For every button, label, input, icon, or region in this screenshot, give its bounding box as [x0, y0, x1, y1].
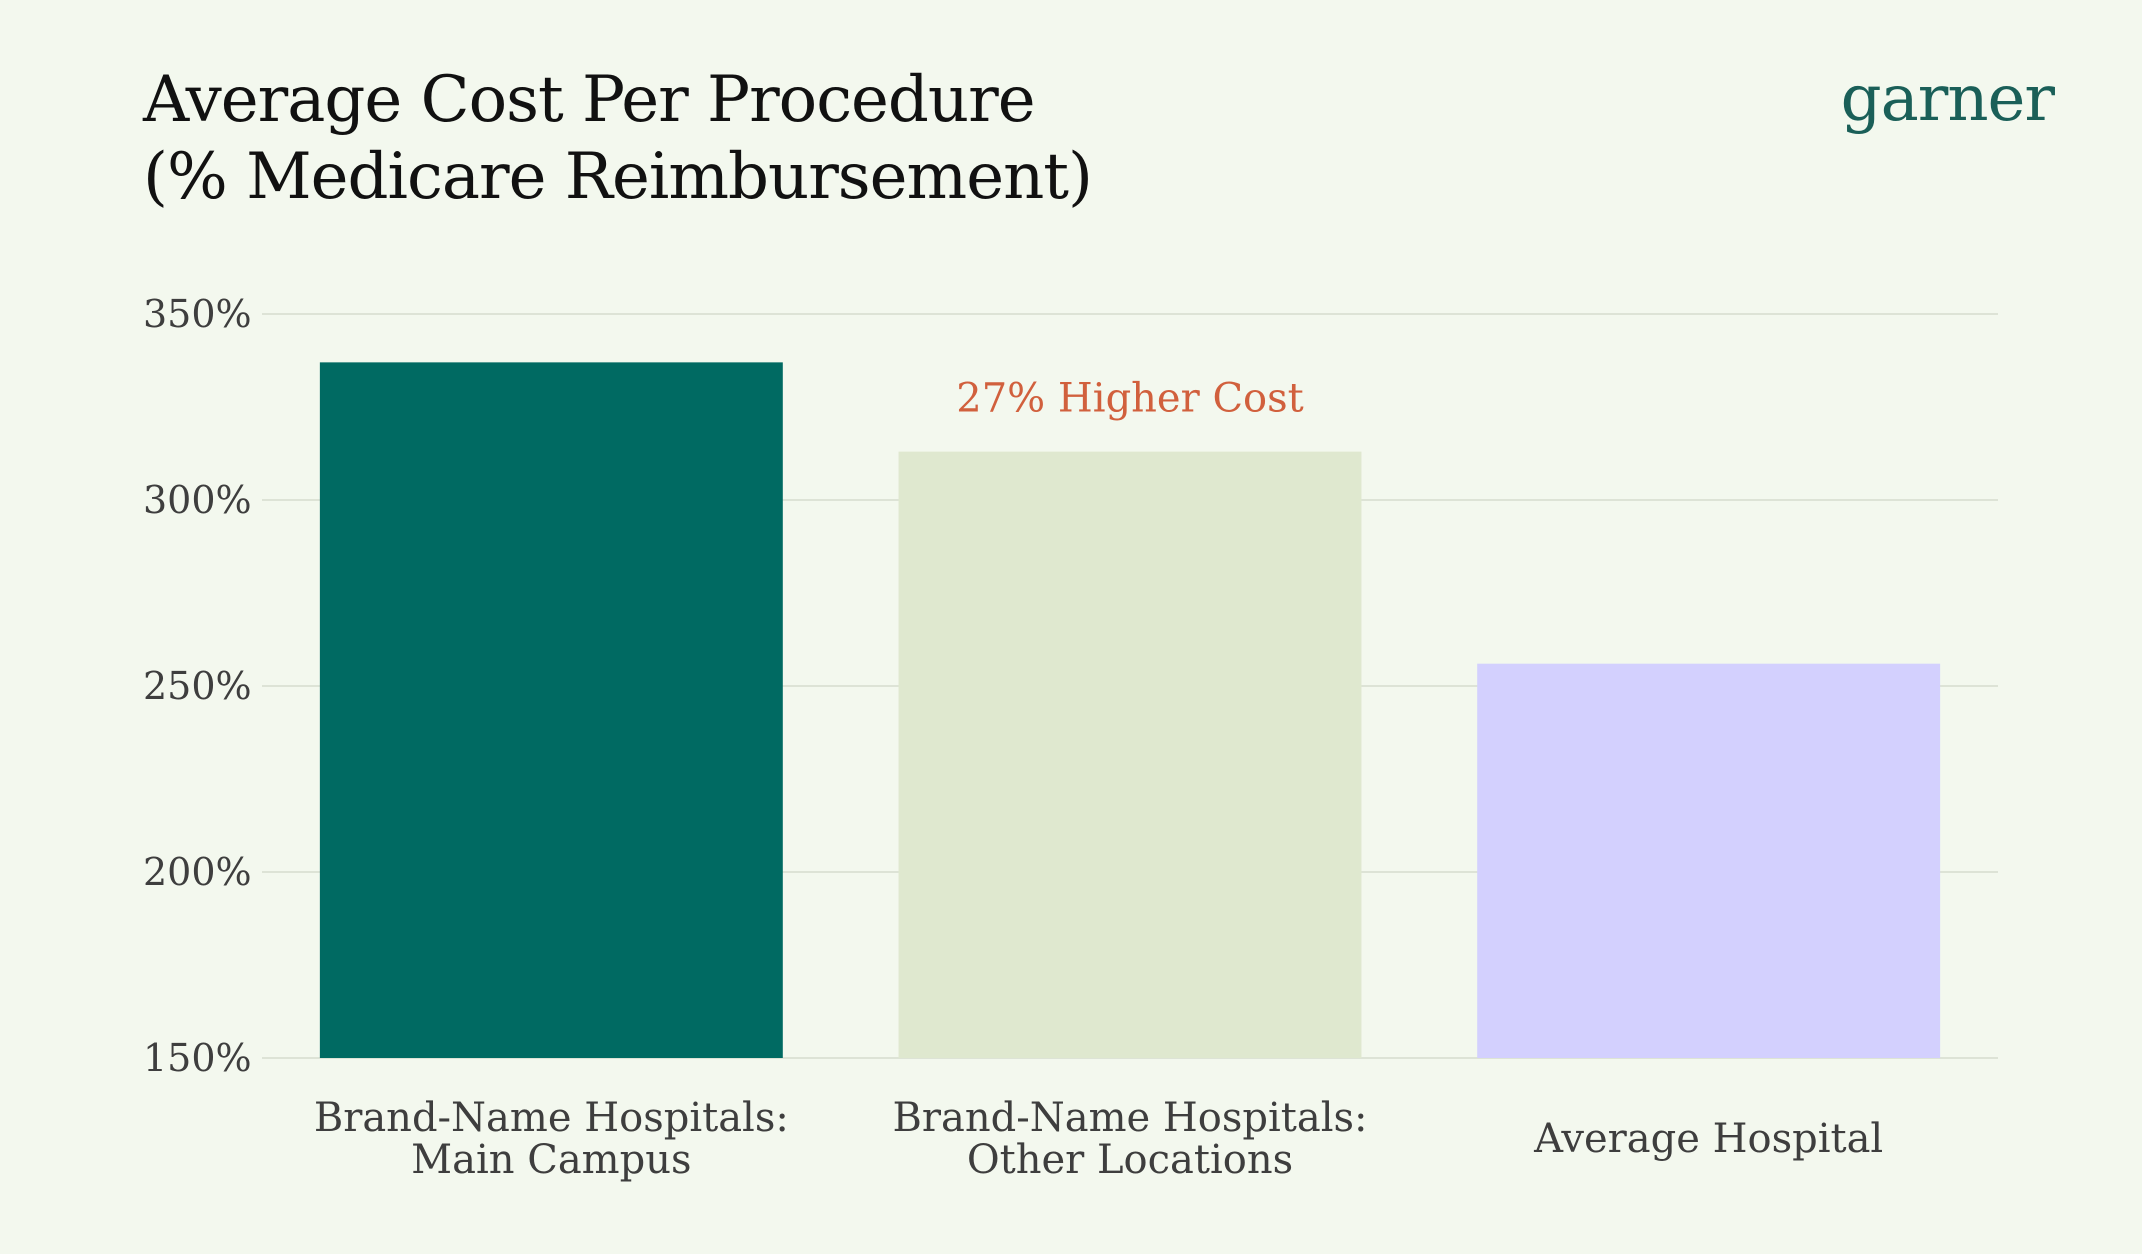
y-tick-label: 200%	[143, 850, 252, 894]
x-category-label-line: Average Hospital	[1533, 1116, 1883, 1162]
x-category-label-line: Brand-Name Hospitals:	[892, 1095, 1367, 1141]
y-tick-label: 250%	[143, 664, 252, 708]
x-category-label-line: Brand-Name Hospitals:	[314, 1095, 789, 1141]
brand-logo: garner	[1840, 62, 2055, 136]
x-category-label: Brand-Name Hospitals: Other Locations	[892, 1095, 1367, 1183]
chart-title-line-1: Average Cost Per Procedure	[143, 63, 1036, 137]
x-category-label: Brand-Name Hospitals: Main Campus	[314, 1095, 789, 1183]
y-tick-label: 300%	[143, 478, 252, 522]
chart-title-line-2: (% Medicare Reimbursement)	[143, 140, 1093, 214]
x-category-label-line: Main Campus	[411, 1137, 691, 1183]
annotations: 27% Higher Cost	[956, 376, 1303, 422]
x-axis-labels: Brand-Name Hospitals: Main CampusBrand-Na…	[314, 1095, 1883, 1183]
chart-title: Average Cost Per Procedure (% Medicare R…	[143, 62, 1093, 216]
bar	[898, 451, 1362, 1058]
bar	[319, 362, 783, 1058]
y-axis-ticks: 150% 200% 250% 300% 350%	[143, 292, 252, 1080]
y-tick-label: 350%	[143, 292, 252, 336]
bar	[1477, 663, 1941, 1058]
y-tick-label: 150%	[143, 1036, 252, 1080]
bars	[319, 362, 1941, 1058]
annotation-label: 27% Higher Cost	[956, 376, 1303, 422]
x-category-label-line: Other Locations	[967, 1137, 1293, 1183]
x-category-label: Average Hospital	[1533, 1116, 1883, 1162]
